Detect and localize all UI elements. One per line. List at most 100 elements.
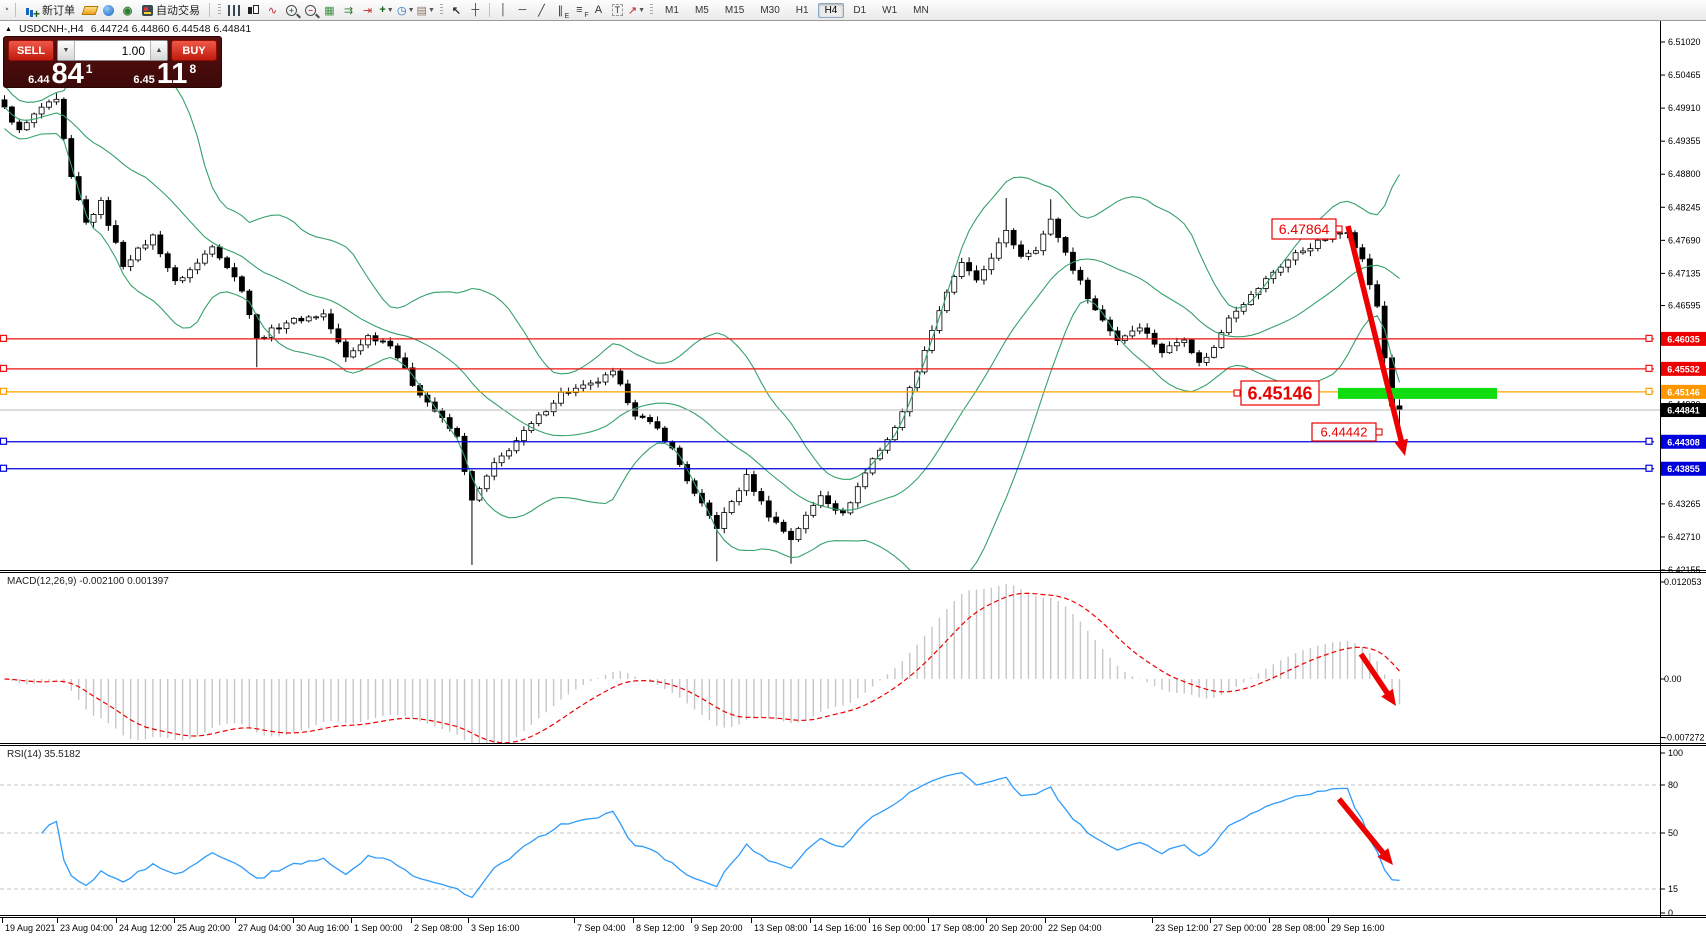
- price-tick-label: 6.42710: [1668, 532, 1701, 542]
- macd-tick-label: 0.012053: [1664, 577, 1702, 587]
- timeframe-button-m1[interactable]: M1: [665, 4, 679, 16]
- bollinger-band-line: [4, 53, 1400, 480]
- symbol-period-title: USDCNH-,H4: [18, 23, 84, 35]
- gold-icon[interactable]: [81, 2, 98, 18]
- templates-button[interactable]: ▤ ▼: [416, 4, 435, 17]
- timeframe-button-h1[interactable]: H1: [795, 4, 809, 16]
- autotrade-button[interactable]: 自动交易: [138, 2, 204, 18]
- indicators-button[interactable]: + ▼: [379, 4, 394, 16]
- svg-text:6.46035: 6.46035: [1667, 334, 1700, 344]
- crosshair-icon[interactable]: ┼: [471, 4, 480, 16]
- horizontal-level-line[interactable]: [0, 334, 1654, 343]
- horizontal-level-line[interactable]: [0, 437, 1654, 445]
- new-order-icon: [25, 4, 40, 21]
- svg-text:6.45532: 6.45532: [1667, 364, 1700, 374]
- community-icon[interactable]: [100, 2, 117, 18]
- price-annotation[interactable]: 6.47864: [1271, 218, 1343, 240]
- volume-input[interactable]: [75, 41, 150, 60]
- horizontal-level-line[interactable]: [0, 364, 1654, 372]
- rsi-line: [41, 771, 1400, 899]
- rsi-panel: [0, 771, 1660, 899]
- collapse-icon[interactable]: ▲: [5, 25, 12, 33]
- price-tick-label: 6.46595: [1668, 301, 1701, 311]
- cursor-icon[interactable]: ↖: [451, 4, 461, 17]
- time-axis-label: 17 Sep 08:00: [931, 923, 985, 933]
- price-tick-label: 6.50465: [1668, 70, 1701, 80]
- text-label-icon[interactable]: T: [609, 2, 626, 18]
- horizontal-line-icon[interactable]: ─: [518, 4, 527, 16]
- vertical-line-icon[interactable]: │: [499, 4, 507, 16]
- timeframe-button-m15[interactable]: M15: [724, 4, 745, 16]
- bar-chart-icon[interactable]: [226, 2, 243, 18]
- price-axis-badge: 6.44308: [1661, 434, 1706, 449]
- zoom-in-icon[interactable]: +: [283, 2, 300, 18]
- trendline-icon[interactable]: ╱: [538, 4, 545, 17]
- time-axis-label: 20 Sep 20:00: [989, 923, 1043, 933]
- new-order-button[interactable]: 新订单: [21, 2, 79, 21]
- clipped-magnifier-icon: ◔: [2, 4, 10, 16]
- chevron-down-icon: ▼: [638, 6, 646, 14]
- line-chart-icon[interactable]: ∿: [267, 4, 278, 17]
- rsi-tick-label: 80: [1668, 780, 1678, 790]
- time-axis-label: 27 Sep 00:00: [1213, 923, 1267, 933]
- buy-button[interactable]: BUY: [171, 40, 217, 61]
- fibonacci-icon[interactable]: ≡ F: [576, 4, 589, 19]
- price-annotation[interactable]: 6.45146: [1233, 380, 1320, 406]
- candlestick-series: [1, 93, 1403, 565]
- price-tick-label: 6.43265: [1668, 499, 1701, 509]
- periods-button[interactable]: ◷ ▼: [397, 4, 415, 17]
- timeframe-button-m30[interactable]: M30: [760, 4, 780, 16]
- tile-windows-icon[interactable]: ▦: [324, 4, 335, 17]
- volume-stepper: ▼ ▲: [57, 40, 168, 61]
- sell-button[interactable]: SELL: [8, 40, 54, 61]
- main-price-panel: [1, 53, 1403, 570]
- zoom-out-icon[interactable]: −: [302, 2, 319, 18]
- time-axis-label: 28 Sep 08:00: [1272, 923, 1326, 933]
- signal-icon[interactable]: ◉: [122, 4, 133, 17]
- time-axis-label: 22 Sep 04:00: [1048, 923, 1102, 933]
- timeframe-button-group: M1 M5 M15 M30 H1 H4 D1 W1 MN: [658, 2, 936, 18]
- price-tick-label: 6.49355: [1668, 136, 1701, 146]
- price-tick-label: 6.51020: [1668, 37, 1701, 47]
- equidistant-channel-icon[interactable]: ∥ E: [557, 4, 570, 20]
- timeframe-button-mn[interactable]: MN: [913, 4, 929, 16]
- auto-scroll-icon[interactable]: ⇉: [343, 4, 354, 17]
- price-tick-label: 6.48245: [1668, 202, 1701, 212]
- macd-label: MACD(12,26,9) -0.002100 0.001397: [7, 576, 169, 587]
- text-icon[interactable]: A: [594, 4, 603, 16]
- horizontal-level-line[interactable]: [0, 464, 1654, 472]
- svg-text:6.45146: 6.45146: [1667, 387, 1700, 397]
- arrows-icon[interactable]: ↗ ▼: [627, 4, 646, 17]
- price-axis-badge: 6.45146: [1661, 384, 1706, 399]
- chart-shift-icon[interactable]: ⇥: [362, 4, 373, 17]
- timeframe-button-m5[interactable]: M5: [694, 4, 709, 16]
- volume-increase-button[interactable]: ▲: [150, 41, 167, 60]
- bollinger-band-line: [4, 106, 1400, 511]
- price-annotation[interactable]: 6.44442: [1311, 422, 1383, 442]
- volume-decrease-button[interactable]: ▼: [58, 41, 75, 60]
- time-axis-label: 23 Sep 12:00: [1155, 923, 1209, 933]
- trend-arrow[interactable]: [1336, 797, 1393, 865]
- time-axis-label: 27 Aug 04:00: [238, 923, 291, 933]
- macd-tick-label: 0.00: [1664, 674, 1682, 684]
- trend-arrow[interactable]: [1358, 652, 1396, 706]
- support-zone-bar[interactable]: [1338, 387, 1497, 399]
- autotrade-icon: [142, 4, 153, 16]
- svg-text:6.43855: 6.43855: [1667, 464, 1700, 474]
- toolbar-grip: [218, 4, 221, 16]
- chevron-down-icon: ▼: [407, 6, 415, 14]
- new-order-label: 新订单: [42, 5, 75, 17]
- candlestick-chart-icon[interactable]: [245, 2, 262, 18]
- bollinger-band-line: [4, 128, 1401, 570]
- ohlc-readout: 6.44724 6.44860 6.44548 6.44841: [90, 23, 252, 35]
- one-click-trading-panel: SELL ▼ ▲ BUY 6.44 84 1 6.45 11 8: [3, 36, 222, 89]
- time-axis-label: 1 Sep 00:00: [354, 923, 403, 933]
- timeframe-button-d1[interactable]: D1: [853, 4, 867, 16]
- time-axis-label: 16 Sep 00:00: [872, 923, 926, 933]
- main-toolbar: ◔ 新订单 ◉ 自动交易 ∿ + − ▦ ⇉ ⇥ +▼ ◷▼ ▤▼ ↖ ┼ │ …: [0, 0, 1706, 21]
- timeframe-button-w1[interactable]: W1: [882, 4, 898, 16]
- trend-arrow[interactable]: [1345, 225, 1408, 456]
- timeframe-button-h4[interactable]: H4: [817, 2, 845, 18]
